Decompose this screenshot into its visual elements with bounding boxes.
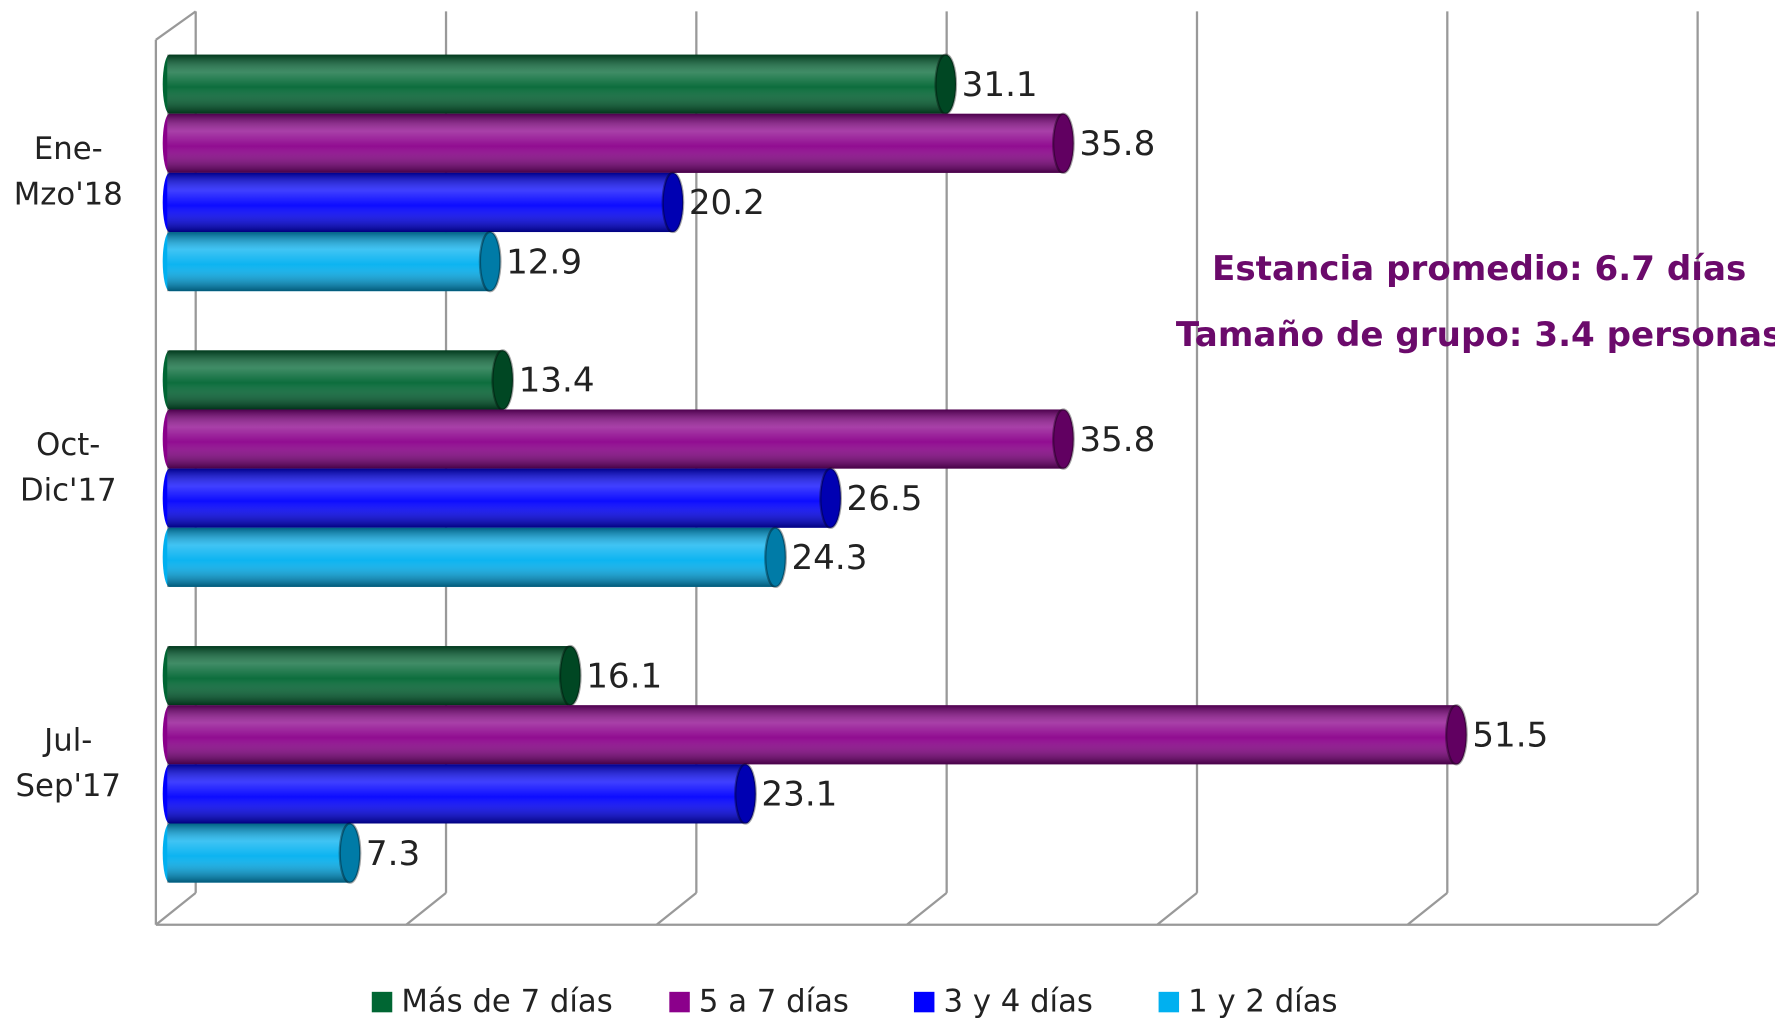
bar-cap — [478, 230, 502, 293]
value-label: 12.9 — [506, 242, 582, 282]
grid-floor-line — [1156, 891, 1198, 926]
annotation: Estancia promedio: 6.7 días — [1212, 249, 1746, 289]
bar-shade — [167, 823, 350, 883]
value-label: 35.8 — [1079, 420, 1155, 460]
left-wall-top — [155, 10, 197, 41]
value-label: 51.5 — [1472, 716, 1548, 756]
legend-swatch — [913, 991, 935, 1013]
value-label: 7.3 — [366, 834, 420, 874]
bar-cap-shade — [820, 468, 841, 528]
value-label: 20.2 — [689, 183, 765, 223]
value-label: 31.1 — [962, 65, 1038, 105]
bar-cap — [819, 467, 842, 529]
category-label: Ene-Mzo'18 — [13, 131, 123, 213]
value-label: 13.4 — [519, 361, 595, 401]
bar-shade — [167, 705, 1457, 765]
annotation: Tamaño de grupo: 3.4 personas — [1176, 315, 1775, 355]
legend-swatch — [1158, 991, 1180, 1013]
value-label: 16.1 — [586, 656, 662, 696]
grid-floor-line — [655, 891, 698, 926]
category-label-box: Jul-Sep'17 — [15, 723, 121, 805]
bar-cap-shade — [1446, 705, 1467, 765]
bar-shade — [167, 409, 1064, 469]
legend-label: 1 y 2 días — [1188, 984, 1337, 1018]
bar-cap — [1052, 112, 1075, 175]
value-label: 26.5 — [847, 479, 923, 519]
bar-shade — [167, 764, 746, 824]
category-label-box: Oct-Dic'17 — [19, 427, 117, 509]
grid-floor-line — [1657, 891, 1699, 926]
legend-swatch — [371, 991, 393, 1013]
legend-label: Más de 7 días — [401, 984, 612, 1018]
bar-shade — [167, 350, 503, 410]
bar-cap-shade — [1053, 409, 1074, 469]
bar-cap-shade — [339, 823, 361, 883]
bar-cap — [764, 526, 787, 589]
value-label: 35.8 — [1079, 124, 1155, 164]
bar-cap-shade — [765, 527, 786, 587]
bar-cap — [1052, 408, 1075, 470]
bar-cap-shade — [1053, 113, 1074, 173]
bar-shade — [167, 468, 831, 528]
legend-label: 5 a 7 días — [699, 984, 849, 1018]
bar-cap — [661, 171, 685, 234]
bar-shade — [167, 172, 673, 233]
legend-swatch — [669, 991, 690, 1013]
legend-label: 3 y 4 días — [944, 984, 1093, 1018]
grid-floor-line — [906, 891, 948, 926]
value-label: 24.3 — [791, 538, 867, 578]
value-label: 23.1 — [761, 775, 837, 815]
bar-shade — [167, 232, 491, 292]
grid-floor-line — [405, 891, 447, 926]
category-label: Jul-Sep'17 — [15, 723, 121, 805]
bar-cap-shade — [492, 350, 513, 410]
bar-cap — [1445, 704, 1468, 766]
bar-cap-shade — [662, 172, 684, 233]
grid-floor-line — [155, 891, 197, 926]
bar-cap — [338, 822, 362, 884]
bar-shade — [167, 527, 776, 587]
category-label: Oct-Dic'17 — [19, 427, 117, 509]
bar-cap-shade — [560, 646, 581, 706]
bar-cap-shade — [479, 232, 501, 292]
bar-shade — [167, 113, 1064, 173]
bar-cap — [734, 763, 757, 825]
grid-floor-line — [1406, 891, 1449, 926]
bar-cap-shade — [735, 764, 756, 824]
bar-shade — [167, 54, 946, 114]
bar-shade — [167, 646, 571, 706]
bar-cap-shade — [935, 54, 956, 114]
category-label-box: Ene-Mzo'18 — [13, 131, 123, 213]
